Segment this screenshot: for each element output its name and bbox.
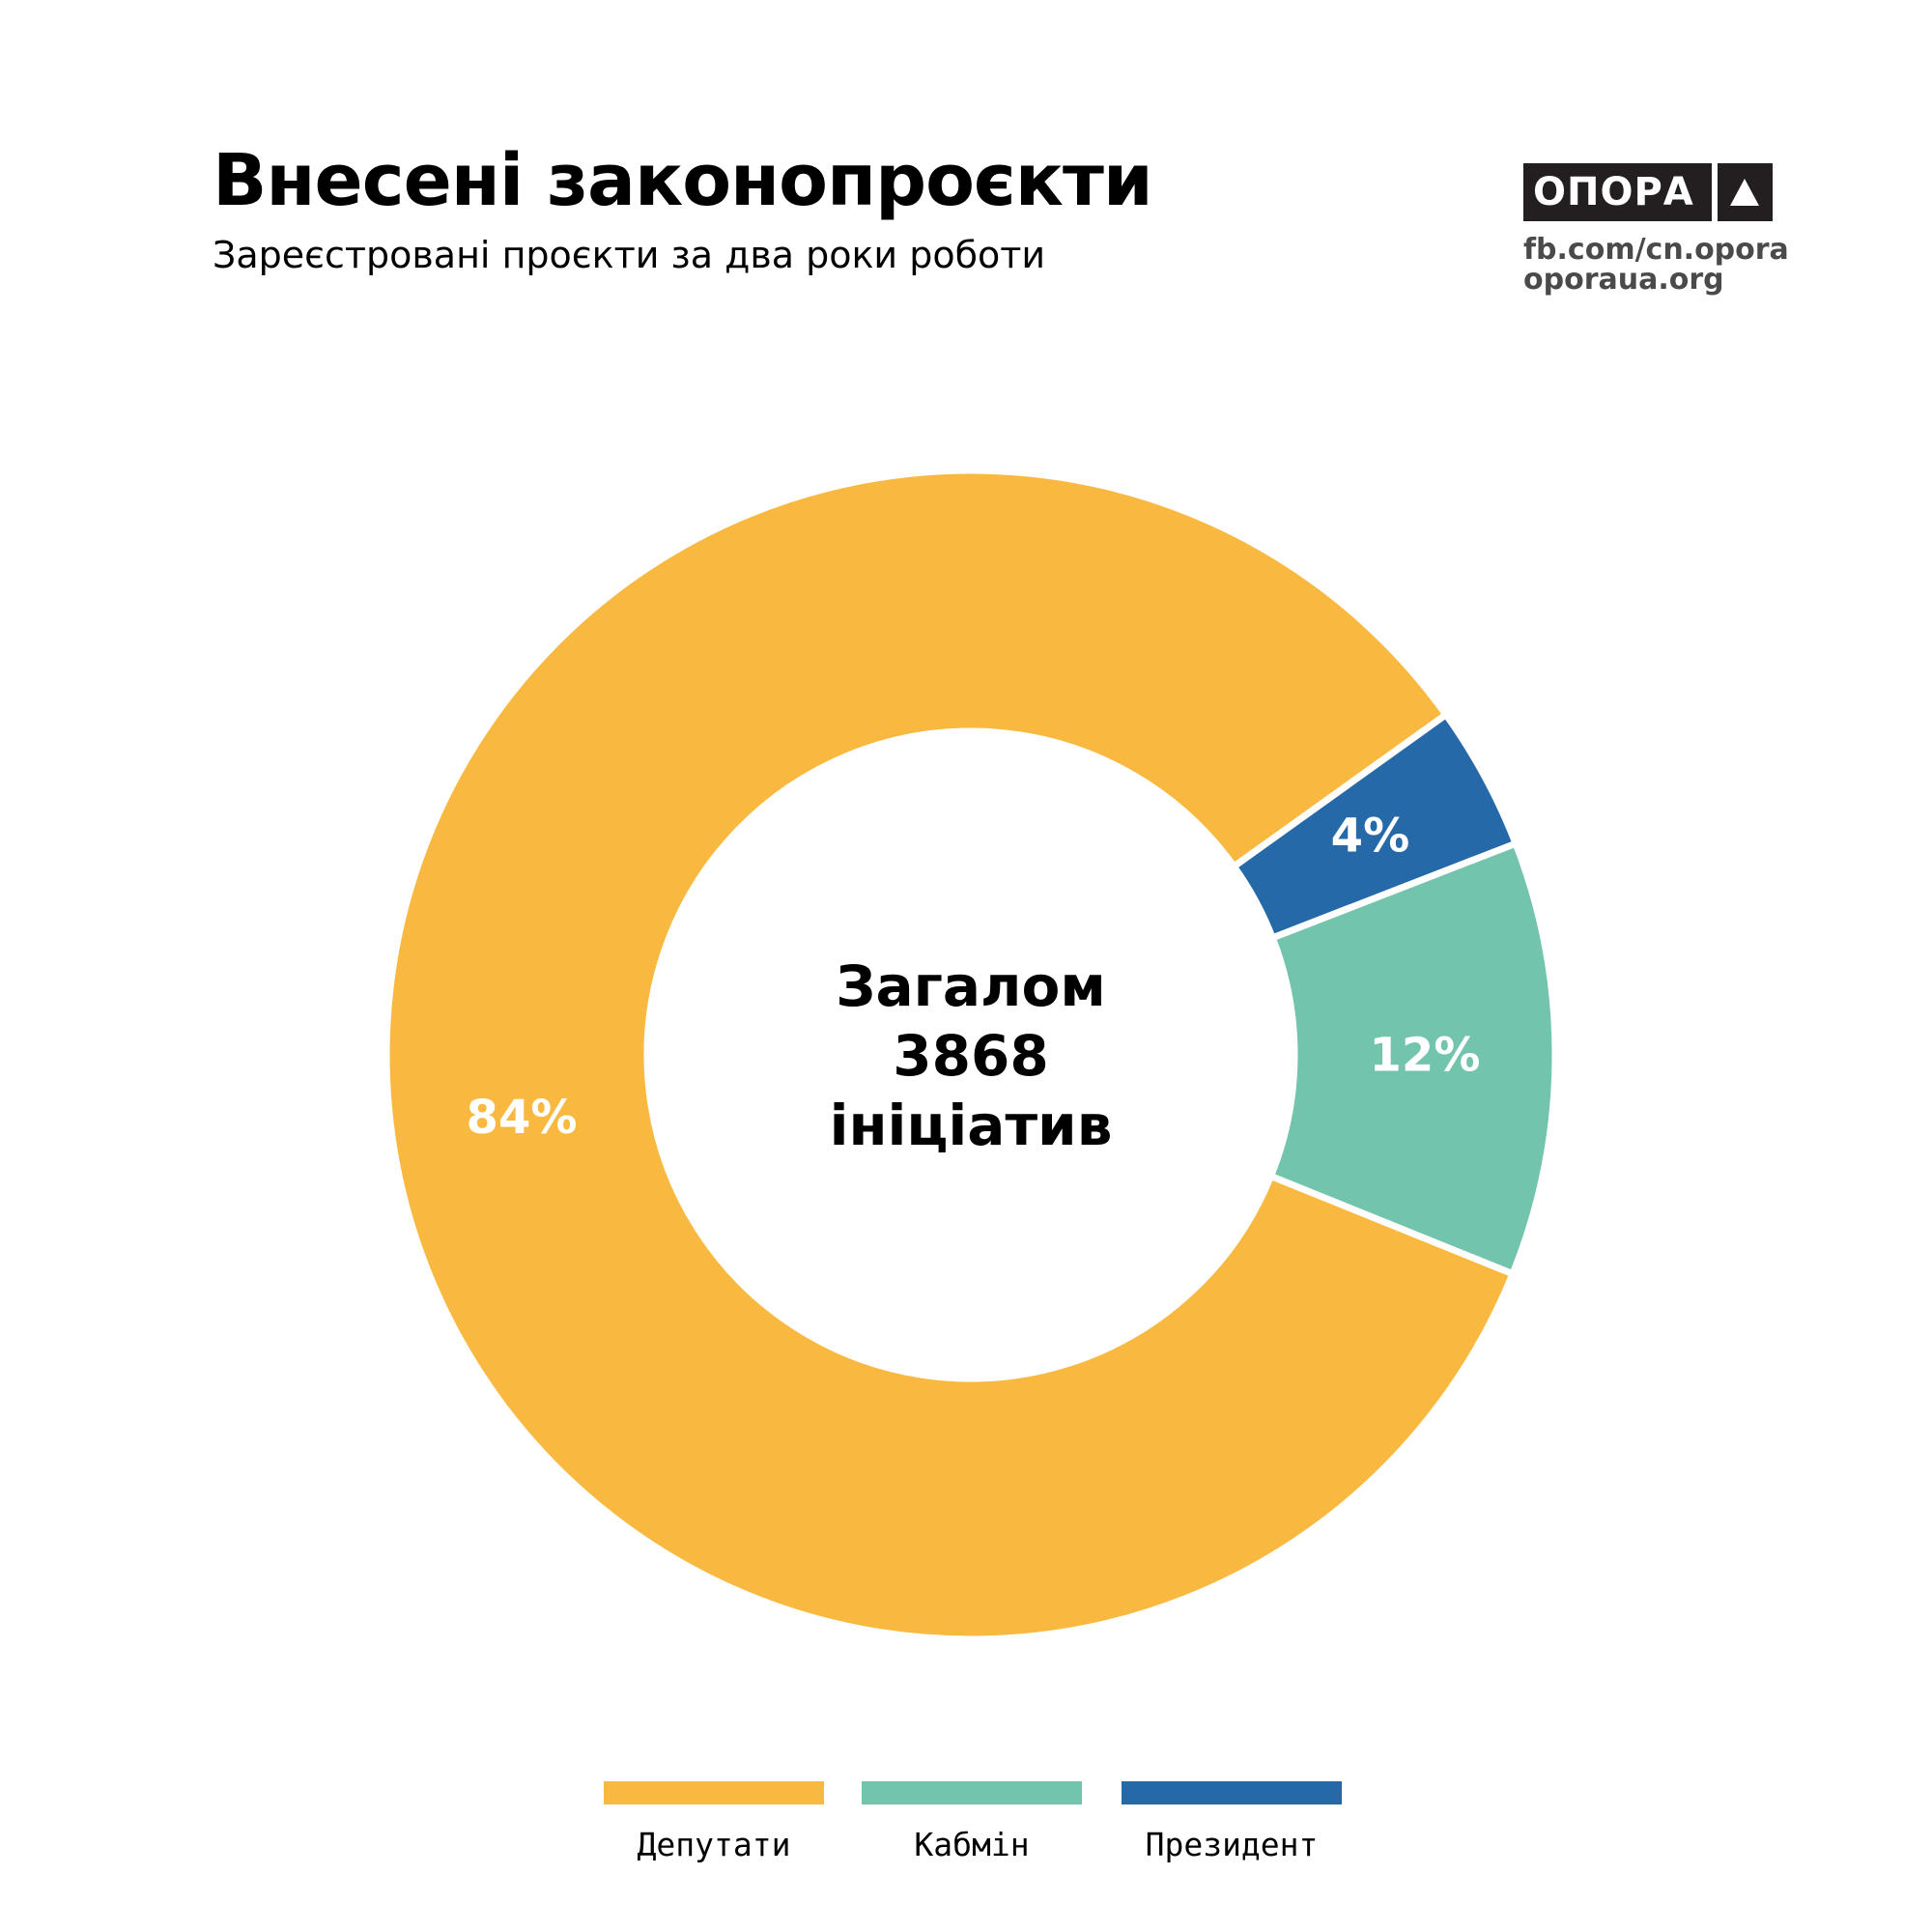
facebook-link[interactable]: fb.com/cn.opora	[1523, 233, 1789, 267]
legend-swatch-president	[1122, 1781, 1342, 1804]
legend-swatch-deputies	[604, 1781, 824, 1804]
legend-swatch-cabinet	[862, 1781, 1082, 1804]
opora-logo[interactable]: ОПОРА	[1523, 163, 1773, 221]
legend-label-president: Президент	[1145, 1826, 1319, 1863]
triangle-icon	[1730, 179, 1759, 206]
slice-cabinet	[1266, 838, 1559, 1279]
logo-divider	[1712, 163, 1718, 221]
chart-subtitle: Зареєстровані проєкти за два роки роботи	[213, 234, 1046, 276]
total-label: Загалом 3868 ініціатив	[778, 952, 1164, 1160]
legend-label-cabinet: Кабмін	[914, 1826, 1030, 1863]
slice-label-cabinet: 12%	[1370, 1028, 1481, 1082]
total-label-line1: Загалом	[836, 953, 1106, 1019]
slice-deputies	[383, 467, 1518, 1643]
chart-title: Внесені законопроєкти	[213, 139, 1153, 222]
slice-label-president: 4%	[1331, 809, 1410, 863]
total-label-line3: ініціатив	[829, 1093, 1113, 1158]
website-link[interactable]: oporaua.org	[1523, 263, 1724, 297]
logo-text: ОПОРА	[1533, 170, 1694, 214]
slice-label-deputies: 84%	[467, 1091, 578, 1145]
total-value: 3868	[893, 1023, 1049, 1089]
legend-label-deputies: Депутати	[637, 1826, 791, 1863]
